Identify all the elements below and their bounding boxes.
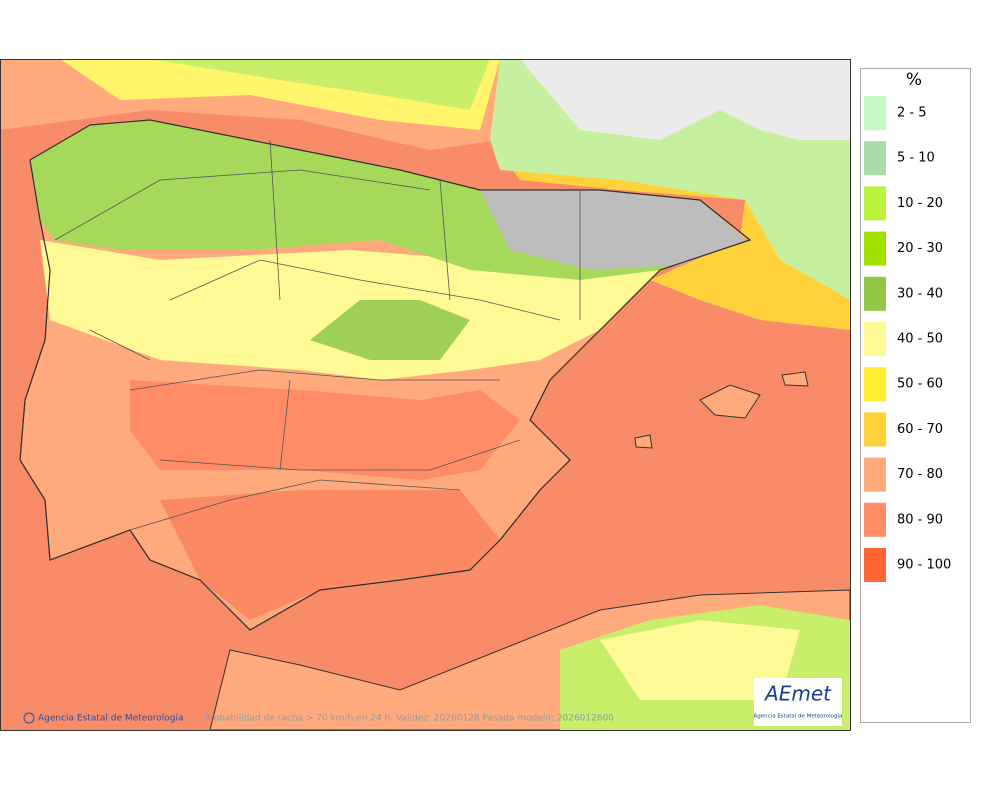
andalusia xyxy=(160,490,500,620)
legend-swatch xyxy=(864,322,886,356)
central-system xyxy=(310,300,470,360)
map-frame xyxy=(0,59,851,731)
legend: 2 - 5 5 - 10 10 - 20 20 - 30 30 - 40 40 - 50 5… xyxy=(864,96,951,582)
ibiza xyxy=(634,434,653,449)
legend-label: 20 - 30 xyxy=(897,241,943,256)
legend-swatch xyxy=(864,141,886,176)
pyrenees xyxy=(480,190,745,270)
map xyxy=(0,59,850,730)
legend-swatch xyxy=(864,231,886,266)
menorca xyxy=(781,371,809,387)
africa-yellow xyxy=(600,620,800,700)
legend-swatch xyxy=(864,502,886,537)
no-data xyxy=(520,59,850,140)
copyright-icon xyxy=(23,712,35,724)
legend-label: 50 - 60 xyxy=(897,377,943,392)
legend-label: 60 - 70 xyxy=(897,422,943,437)
mallorca xyxy=(699,384,761,419)
legend-swatch xyxy=(864,186,886,221)
legend-swatch xyxy=(864,548,886,582)
legend-swatch xyxy=(864,96,886,130)
legend-label: 10 - 20 xyxy=(897,196,943,211)
logo-name: AEmet xyxy=(763,682,832,706)
legend-box xyxy=(860,68,971,723)
legend-label: 90 - 100 xyxy=(897,558,951,573)
logo-box xyxy=(754,678,842,726)
legend-label: 2 - 5 xyxy=(897,106,927,121)
legend-label: 30 - 40 xyxy=(897,286,943,301)
legend-label: 80 - 90 xyxy=(897,512,943,527)
legend-label: 70 - 80 xyxy=(897,467,943,482)
legend-label: 5 - 10 xyxy=(897,151,935,166)
legend-swatch xyxy=(864,367,886,402)
logo-subtitle: Agencia Estatal de Meteorología xyxy=(754,713,843,720)
sea-green xyxy=(150,59,490,110)
legend-swatch xyxy=(864,276,886,311)
legend-label: 40 - 50 xyxy=(897,332,943,347)
caption: Probabilidad de racha > 70 km/h en 24 h.… xyxy=(205,714,614,724)
credit: Agencia Estatal de Meteorología xyxy=(38,714,184,724)
legend-swatch xyxy=(864,412,886,447)
legend-title: % xyxy=(906,70,922,90)
coastline xyxy=(19,119,752,631)
region-borders xyxy=(54,139,581,531)
south-high xyxy=(130,380,520,480)
legend-swatch xyxy=(864,457,886,492)
